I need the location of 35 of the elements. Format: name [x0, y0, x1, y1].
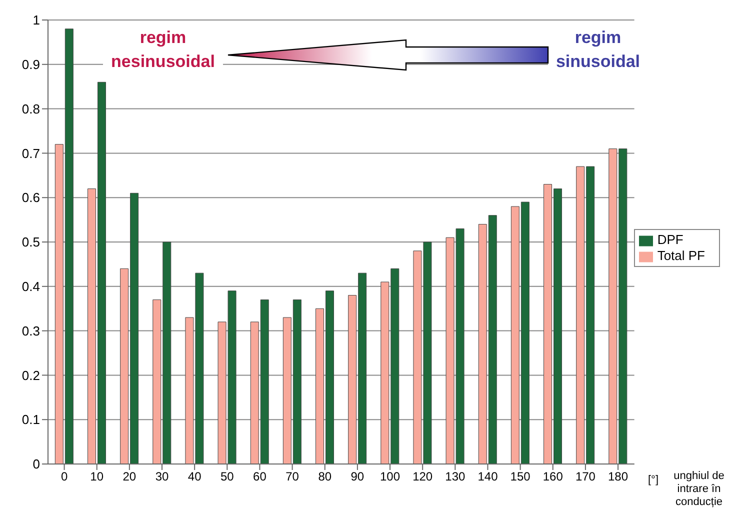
x-tick-label: 130 [445, 470, 466, 484]
y-tick-label: 0.7 [22, 146, 40, 161]
x-tick-label: 170 [575, 470, 596, 484]
x-tick-label: 40 [188, 470, 202, 484]
text: [°] [648, 474, 659, 486]
x-tick-label: 180 [608, 470, 628, 484]
y-tick-label: 0.2 [22, 368, 40, 383]
x-tick-label: 10 [90, 470, 104, 484]
x-tick-label: 0 [60, 470, 68, 484]
x-tick-label: 120 [412, 470, 433, 484]
x-axis-title: unghiul de intrare în conducție [672, 470, 726, 509]
x-tick-label: 50 [220, 470, 234, 484]
y-tick-label: 0.4 [22, 279, 40, 294]
annotation: regim nesinusoidal [103, 26, 223, 74]
x-tick-label: 140 [478, 470, 498, 484]
legend-label: Total PF [657, 248, 705, 263]
x-tick-label: 70 [286, 470, 300, 484]
y-tick-label: 0.3 [22, 323, 40, 338]
x-tick-label: 60 [253, 470, 267, 484]
x-tick-label: 30 [155, 470, 169, 484]
y-tick-label: 0.5 [22, 234, 40, 250]
x-tick-label: 160 [542, 470, 564, 484]
x-tick-label: 80 [318, 470, 332, 484]
y-tick-label: 0.6 [22, 190, 40, 206]
y-tick-label: 0.1 [22, 412, 40, 428]
y-tick-label: 0.8 [22, 101, 40, 116]
annotation: regim sinusoidal [548, 26, 648, 74]
y-tick-label: 1 [32, 12, 40, 28]
x-tick-label: 150 [510, 470, 531, 484]
y-tick-label: 0.9 [22, 57, 40, 72]
y-tick-label: 0 [32, 456, 40, 472]
legend-label: DPF [657, 232, 684, 248]
x-tick-label: 20 [122, 470, 136, 484]
x-tick-label: 100 [380, 470, 400, 484]
x-tick-label: 90 [350, 470, 364, 484]
